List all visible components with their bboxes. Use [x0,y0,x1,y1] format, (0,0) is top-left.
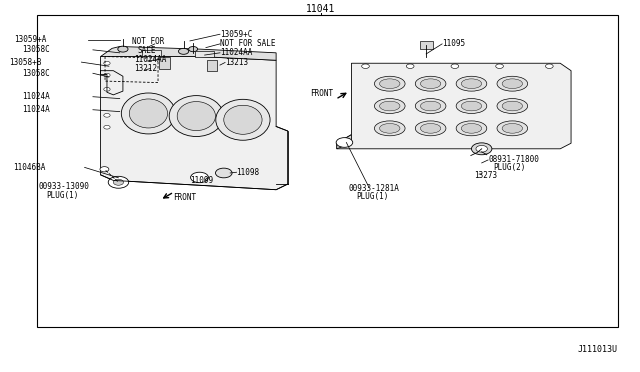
Text: FRONT: FRONT [310,89,333,97]
Bar [142,50,161,56]
Ellipse shape [224,105,262,134]
Ellipse shape [461,101,482,111]
Ellipse shape [415,99,446,113]
Circle shape [545,64,553,68]
Circle shape [189,46,198,52]
Circle shape [104,61,110,65]
Circle shape [472,143,492,155]
Text: 13059+C: 13059+C [220,30,252,39]
Circle shape [104,87,110,91]
Ellipse shape [169,96,223,137]
Bar [159,57,170,69]
Ellipse shape [456,99,487,113]
Ellipse shape [497,99,527,113]
Text: 11098: 11098 [237,168,260,177]
Bar [195,51,214,57]
Text: NOT FOR SALE: NOT FOR SALE [220,39,275,48]
Text: 13058+B: 13058+B [9,58,41,67]
Text: 13213: 13213 [225,58,248,67]
Circle shape [108,176,129,188]
Text: PLUG(1): PLUG(1) [46,191,79,200]
Ellipse shape [415,76,446,91]
Text: J111013U: J111013U [578,345,618,354]
Circle shape [336,138,353,147]
Ellipse shape [122,93,175,134]
Bar [420,41,433,49]
Circle shape [113,179,124,185]
Text: 11024A: 11024A [22,92,49,101]
Text: NOT FOR: NOT FOR [132,37,165,46]
Polygon shape [337,135,351,149]
Text: 13058C: 13058C [22,45,49,54]
Text: 11041: 11041 [306,4,335,14]
Circle shape [100,167,109,172]
Polygon shape [100,46,276,60]
Ellipse shape [129,99,168,128]
Text: 13212: 13212 [134,64,157,73]
Ellipse shape [374,99,405,113]
Circle shape [191,172,209,183]
Ellipse shape [461,124,482,133]
Ellipse shape [380,101,400,111]
Ellipse shape [374,76,405,91]
Ellipse shape [497,76,527,91]
Text: 13059+A: 13059+A [14,35,46,44]
Text: 11024AA: 11024AA [220,48,252,57]
Bar [36,15,618,327]
Ellipse shape [456,76,487,91]
Ellipse shape [502,79,522,89]
Circle shape [406,64,414,68]
Text: 11046BA: 11046BA [13,163,45,172]
Polygon shape [337,63,571,149]
Ellipse shape [502,124,522,133]
Ellipse shape [420,101,441,111]
Circle shape [476,145,488,152]
Ellipse shape [420,79,441,89]
Text: 00933-13090: 00933-13090 [38,182,90,191]
Text: PLUG(1): PLUG(1) [356,192,388,201]
Ellipse shape [380,124,400,133]
Text: 11099: 11099 [190,176,213,185]
Text: PLUG(2): PLUG(2) [493,163,525,172]
Text: SALE: SALE [138,46,156,55]
Text: 11024A: 11024A [22,105,49,114]
Text: 11024AA: 11024AA [134,55,167,64]
Circle shape [104,113,110,117]
Ellipse shape [216,99,270,140]
Text: 13058C: 13058C [22,69,49,78]
Circle shape [104,125,110,129]
Text: 00933-1281A: 00933-1281A [348,184,399,193]
Circle shape [362,64,369,68]
Text: FRONT: FRONT [173,193,196,202]
Text: 08931-71800: 08931-71800 [488,155,539,164]
Ellipse shape [420,124,441,133]
Ellipse shape [177,102,216,131]
Circle shape [118,46,128,52]
Ellipse shape [380,79,400,89]
Ellipse shape [374,121,405,136]
Ellipse shape [415,121,446,136]
Ellipse shape [456,121,487,136]
Circle shape [496,64,504,68]
Polygon shape [100,57,287,190]
Circle shape [216,168,232,178]
Circle shape [451,64,459,68]
Text: 11095: 11095 [442,39,465,48]
Ellipse shape [461,79,482,89]
Ellipse shape [497,121,527,136]
Ellipse shape [502,101,522,111]
Circle shape [104,73,110,77]
Text: 13273: 13273 [474,171,497,180]
Bar [207,60,218,71]
Circle shape [179,48,189,54]
